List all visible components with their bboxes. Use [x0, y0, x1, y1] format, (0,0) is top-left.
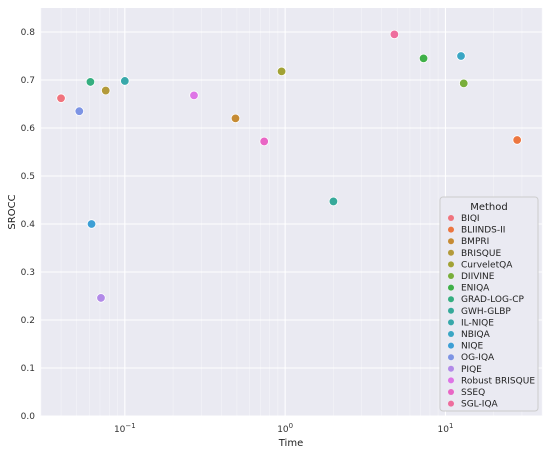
data-point: [456, 51, 466, 61]
legend-label: OG-IQA: [461, 353, 495, 363]
legend-label: GRAD-LOG-CP: [461, 295, 524, 305]
y-tick-label: 0.6: [21, 124, 36, 134]
data-point: [96, 293, 106, 303]
data-point: [230, 113, 241, 124]
y-axis-label: SROCC: [7, 194, 18, 229]
legend-label: NBIQA: [461, 330, 491, 340]
y-tick-label: 0.0: [21, 412, 36, 422]
legend-label: BRISQUE: [461, 249, 501, 259]
legend-marker: [448, 261, 454, 268]
y-tick-label: 0.3: [21, 268, 35, 278]
data-point: [328, 196, 339, 207]
legend-label: BMPRI: [461, 237, 489, 247]
legend-marker: [448, 226, 454, 233]
data-point: [459, 78, 469, 89]
data-points: [56, 29, 522, 303]
data-point: [85, 77, 96, 87]
x-ticks: 10−1 100 101: [114, 422, 453, 435]
y-tick-label: 0.5: [21, 172, 35, 182]
legend-marker: [448, 284, 454, 291]
data-point: [418, 53, 429, 64]
data-point: [389, 29, 400, 40]
legend-label: IL-NIQE: [461, 318, 494, 328]
legend-label: SGL-IQA: [461, 400, 499, 410]
x-tick-label: 10−1: [114, 422, 136, 435]
legend-label: DIIVINE: [461, 272, 495, 282]
legend-title: Method: [470, 202, 508, 213]
x-tick-label: 100: [277, 422, 293, 435]
legend-marker: [448, 249, 454, 256]
y-tick-label: 0.1: [21, 364, 35, 374]
legend-label: GWH-GLBP: [461, 307, 511, 317]
legend-marker: [448, 273, 454, 279]
y-tick-label: 0.4: [21, 220, 36, 230]
legend-label: BLIINDS-II: [461, 226, 505, 236]
legend-marker: [448, 377, 454, 384]
legend-marker: [448, 389, 454, 395]
legend-marker: [448, 307, 454, 314]
legend-marker: [448, 238, 454, 245]
data-point: [120, 76, 130, 86]
legend-marker: [448, 365, 454, 372]
legend-marker: [448, 354, 454, 361]
legend-label: ENIQA: [461, 284, 490, 294]
y-ticks: 0.0 0.1 0.2 0.3 0.4 0.5 0.6 0.7 0.8: [21, 28, 36, 422]
legend-marker: [448, 215, 454, 221]
legend-label: Robust BRISQUE: [461, 376, 535, 386]
y-tick-label: 0.8: [21, 28, 36, 38]
y-tick-label: 0.2: [21, 316, 35, 326]
data-point: [259, 136, 269, 147]
legend-marker: [448, 296, 454, 303]
legend-marker: [448, 319, 454, 326]
data-point: [276, 66, 287, 77]
x-axis-label: Time: [278, 438, 303, 449]
legend-box: [439, 196, 539, 412]
legend-label: NIQE: [461, 342, 483, 352]
data-point: [512, 135, 522, 145]
legend-label: CurveletQA: [461, 260, 513, 270]
legend-label: PIQE: [461, 365, 482, 375]
data-point: [74, 106, 84, 116]
data-point: [56, 93, 66, 103]
data-point: [86, 219, 97, 229]
legend-label: SSEQ: [461, 388, 485, 398]
legend-marker: [448, 400, 454, 407]
legend-marker: [448, 342, 454, 349]
y-tick-label: 0.7: [21, 76, 35, 86]
legend-marker: [448, 331, 454, 337]
legend-label: BIQI: [461, 214, 480, 224]
data-point: [101, 85, 111, 96]
x-tick-label: 101: [438, 422, 454, 435]
data-point: [189, 90, 199, 101]
